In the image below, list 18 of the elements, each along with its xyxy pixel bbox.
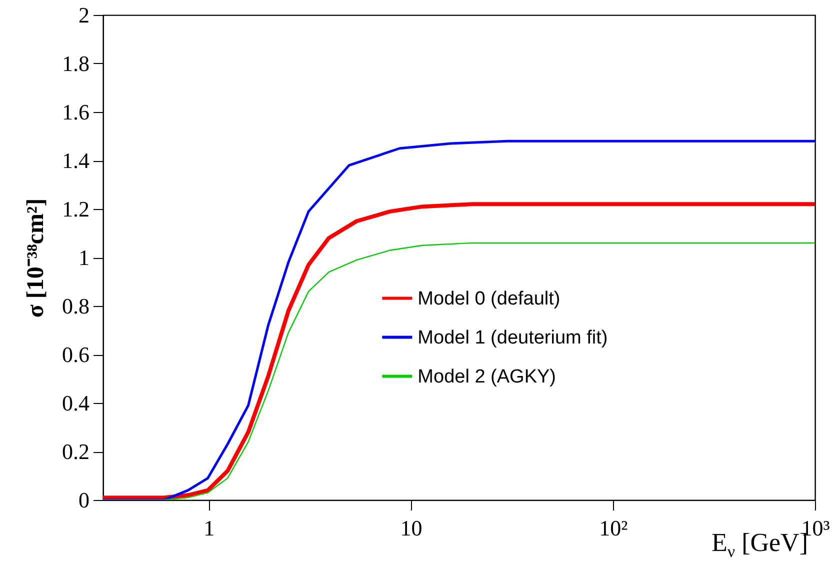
y-axis-title: σ [10⁻³⁸cm²] (23, 198, 49, 318)
y-tick-label: 1.2 (62, 196, 90, 222)
x-tick-label: 10 (400, 516, 422, 540)
x-tick-label: 1 (204, 516, 215, 540)
y-tick-label: 0.2 (62, 439, 90, 464)
y-tick-label: 1.8 (62, 51, 90, 76)
x-tick-label: 10² (599, 516, 628, 540)
y-tick-label: 1.4 (62, 148, 90, 173)
legend-label: Model 2 (AGKY) (418, 366, 556, 388)
legend-label: Model 1 (deuterium fit) (418, 327, 608, 348)
y-tick-label: 0 (78, 488, 90, 512)
legend-label: Model 0 (default) (418, 288, 560, 310)
y-tick-label: 2 (78, 2, 90, 28)
y-tick-label: 0.6 (62, 342, 90, 367)
y-tick-label: 0.4 (62, 390, 90, 416)
y-tick-label: 1 (78, 245, 90, 270)
y-tick-label: 0.8 (62, 294, 90, 318)
y-tick-label: 1.6 (62, 100, 90, 124)
